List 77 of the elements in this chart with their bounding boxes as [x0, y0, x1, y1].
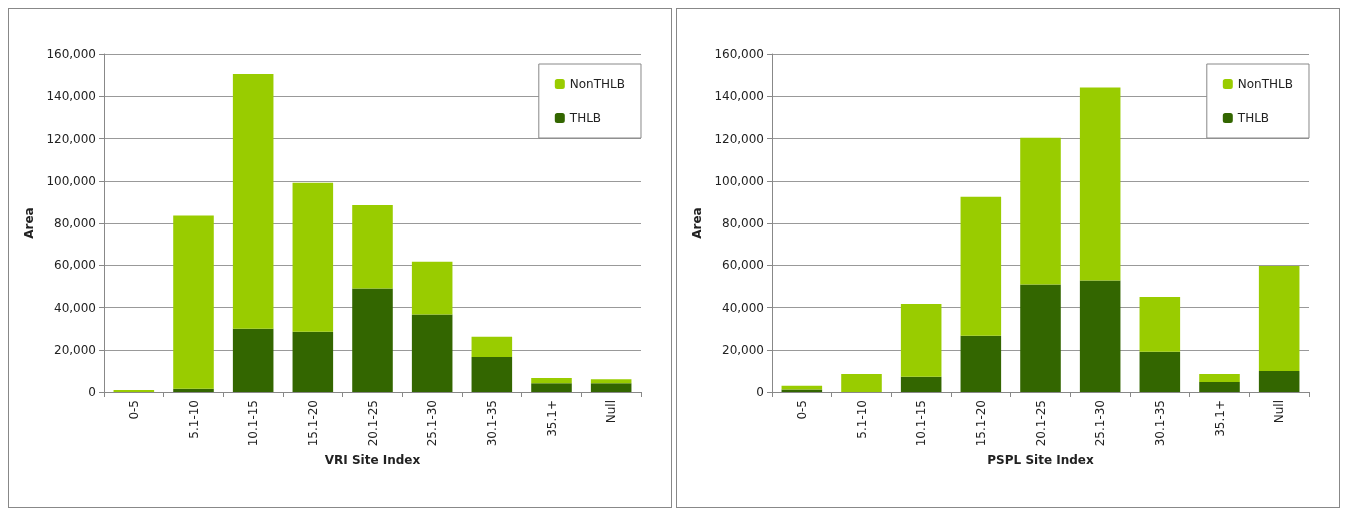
x-axis-title: PSPL Site Index [987, 453, 1094, 468]
x-tick-label: Null [1272, 400, 1287, 424]
x-tick-label: Null [604, 400, 619, 424]
y-tick-label: 100,000 [46, 173, 96, 188]
y-tick-label: 0 [756, 385, 764, 399]
bar [781, 389, 823, 392]
y-tick-label: 40,000 [722, 300, 764, 315]
y-tick-label: 160,000 [46, 47, 96, 61]
legend-label: NonTHLB [569, 77, 626, 91]
bar [531, 383, 572, 392]
x-tick-label: 10.1-15 [246, 400, 261, 447]
x-tick-label: 20.1-25 [1033, 400, 1048, 447]
bar [173, 388, 214, 392]
x-tick-label: 20.1-25 [365, 400, 380, 447]
bar [292, 182, 334, 332]
x-tick-label: 15.1-20 [973, 400, 988, 447]
y-axis-title: Area [22, 207, 37, 239]
bar [1139, 296, 1181, 352]
y-tick-label: 40,000 [54, 300, 96, 315]
x-tick-label: 0-5 [126, 400, 141, 420]
bar [900, 376, 942, 392]
x-tick-label: 25.1-30 [425, 400, 440, 447]
bar [352, 288, 393, 392]
y-tick-label: 80,000 [54, 216, 96, 230]
bar [1020, 137, 1061, 285]
legend-label: THLB [568, 111, 602, 125]
bar [232, 74, 274, 329]
y-tick-label: 0 [88, 385, 96, 399]
bar [292, 331, 334, 392]
x-tick-label: 35.1+ [1212, 400, 1227, 437]
bar [1258, 371, 1300, 392]
bar [1199, 382, 1240, 392]
bar [1199, 374, 1240, 383]
x-tick-label: 15.1-20 [305, 400, 320, 447]
y-tick-label: 120,000 [46, 131, 96, 146]
y-tick-label: 160,000 [714, 47, 764, 61]
y-tick-label: 80,000 [722, 216, 764, 230]
x-axis-title: VRI Site Index [324, 453, 421, 468]
x-tick-label: 25.1-30 [1093, 400, 1108, 447]
x-tick-label: 5.1-10 [854, 400, 869, 439]
bar [471, 356, 513, 392]
bar [1020, 284, 1061, 392]
bar [411, 314, 453, 392]
x-tick-label: 30.1-35 [1152, 400, 1167, 447]
y-tick-label: 120,000 [714, 131, 764, 146]
legend-label: NonTHLB [1237, 77, 1294, 91]
bar [352, 205, 393, 289]
y-tick-label: 20,000 [54, 342, 96, 357]
bar [900, 304, 942, 377]
x-tick-label: 35.1+ [544, 400, 559, 437]
legend-label: THLB [1236, 111, 1270, 125]
x-tick-label: 0-5 [794, 400, 809, 420]
y-tick-label: 140,000 [714, 89, 764, 104]
bar [232, 328, 274, 392]
y-tick-label: 140,000 [46, 89, 96, 104]
bar [531, 378, 572, 384]
bar [960, 335, 1002, 392]
bar [841, 374, 882, 392]
x-tick-label: 30.1-35 [484, 400, 499, 447]
bar [590, 379, 632, 384]
bar [960, 196, 1002, 336]
x-tick-label: 5.1-10 [186, 400, 201, 439]
bar [173, 215, 214, 389]
y-axis-title: Area [690, 207, 705, 239]
x-tick-label: 10.1-15 [914, 400, 929, 447]
bar [590, 383, 632, 392]
bar [471, 336, 513, 357]
y-tick-label: 60,000 [54, 258, 96, 273]
bar [1079, 280, 1121, 392]
bar [113, 389, 155, 392]
y-tick-label: 60,000 [722, 258, 764, 273]
y-tick-label: 100,000 [714, 173, 764, 188]
bar [1079, 87, 1121, 281]
bar [1258, 266, 1300, 372]
y-tick-label: 20,000 [722, 342, 764, 357]
bar [411, 261, 453, 315]
bar [1139, 351, 1181, 392]
